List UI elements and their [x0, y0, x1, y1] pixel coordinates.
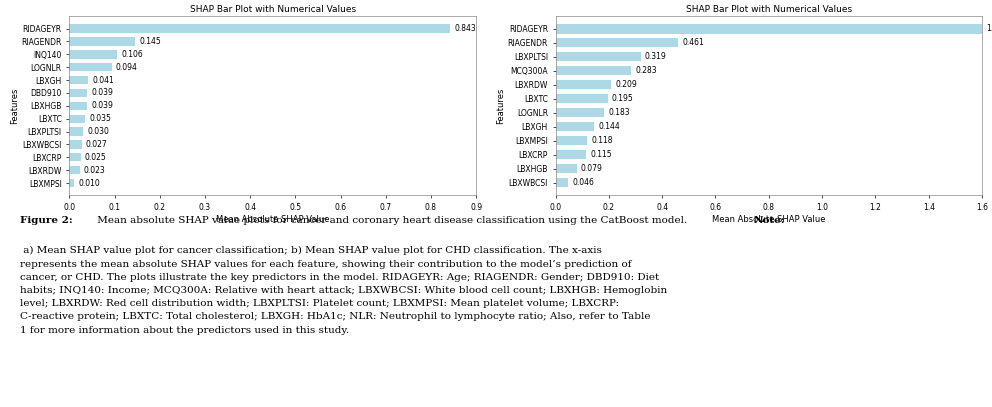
- Bar: [69, 24, 450, 33]
- Text: 0.283: 0.283: [635, 66, 657, 75]
- Text: 0.039: 0.039: [91, 101, 113, 110]
- Text: 0.010: 0.010: [78, 179, 100, 188]
- Text: Mean absolute SHAP value plots for cancer and coronary heart disease classificat: Mean absolute SHAP value plots for cance…: [94, 216, 690, 225]
- Title: SHAP Bar Plot with Numerical Values: SHAP Bar Plot with Numerical Values: [189, 5, 356, 14]
- Text: a) Mean SHAP value plot for cancer classification; b) Mean SHAP value plot for C: a) Mean SHAP value plot for cancer class…: [20, 246, 667, 335]
- Text: 0.023: 0.023: [84, 166, 106, 175]
- Bar: [69, 50, 117, 59]
- Text: 0.106: 0.106: [121, 50, 143, 59]
- Text: 0.094: 0.094: [116, 63, 138, 72]
- Text: 0.145: 0.145: [139, 37, 161, 46]
- X-axis label: Mean Absolute SHAP Value: Mean Absolute SHAP Value: [216, 215, 329, 224]
- Bar: [69, 140, 81, 149]
- Bar: [69, 153, 80, 162]
- Text: 0.030: 0.030: [87, 127, 109, 136]
- Bar: [69, 102, 87, 110]
- Bar: [556, 38, 679, 48]
- Text: Note:: Note:: [754, 216, 786, 225]
- Y-axis label: Features: Features: [496, 88, 505, 124]
- Bar: [556, 150, 586, 159]
- Text: 0.195: 0.195: [612, 94, 634, 103]
- Bar: [556, 66, 631, 75]
- Bar: [69, 89, 87, 97]
- Text: 0.319: 0.319: [645, 53, 667, 61]
- Text: 0.027: 0.027: [85, 140, 107, 149]
- Bar: [556, 94, 607, 103]
- Bar: [556, 80, 611, 90]
- Title: SHAP Bar Plot with Numerical Values: SHAP Bar Plot with Numerical Values: [685, 5, 852, 14]
- Text: 0.025: 0.025: [84, 153, 106, 162]
- Y-axis label: Features: Features: [10, 88, 19, 124]
- Bar: [556, 178, 567, 187]
- Bar: [556, 108, 604, 117]
- Bar: [556, 164, 576, 173]
- Bar: [69, 76, 88, 84]
- Text: 0.079: 0.079: [581, 164, 603, 173]
- Text: 0.209: 0.209: [615, 80, 637, 90]
- Text: 0.046: 0.046: [572, 178, 594, 187]
- Bar: [69, 114, 85, 123]
- Text: 0.035: 0.035: [89, 114, 111, 123]
- Bar: [556, 24, 982, 33]
- Text: 0.843: 0.843: [454, 24, 476, 33]
- Bar: [69, 63, 112, 71]
- Text: 0.183: 0.183: [608, 108, 630, 117]
- Text: 0.461: 0.461: [682, 38, 704, 48]
- Text: Figure 2:: Figure 2:: [20, 216, 72, 225]
- Text: 0.115: 0.115: [590, 150, 612, 159]
- Text: 0.041: 0.041: [92, 76, 114, 85]
- Bar: [69, 166, 79, 174]
- Bar: [69, 127, 83, 136]
- Text: 0.118: 0.118: [591, 136, 613, 145]
- X-axis label: Mean Absolute SHAP Value: Mean Absolute SHAP Value: [712, 215, 825, 224]
- Text: 0.039: 0.039: [91, 88, 113, 97]
- Bar: [556, 122, 594, 131]
- Bar: [69, 179, 74, 187]
- Bar: [69, 37, 135, 46]
- Text: 0.144: 0.144: [598, 122, 620, 131]
- Text: 1.601: 1.601: [987, 24, 992, 33]
- Bar: [556, 136, 587, 145]
- Bar: [556, 53, 641, 61]
